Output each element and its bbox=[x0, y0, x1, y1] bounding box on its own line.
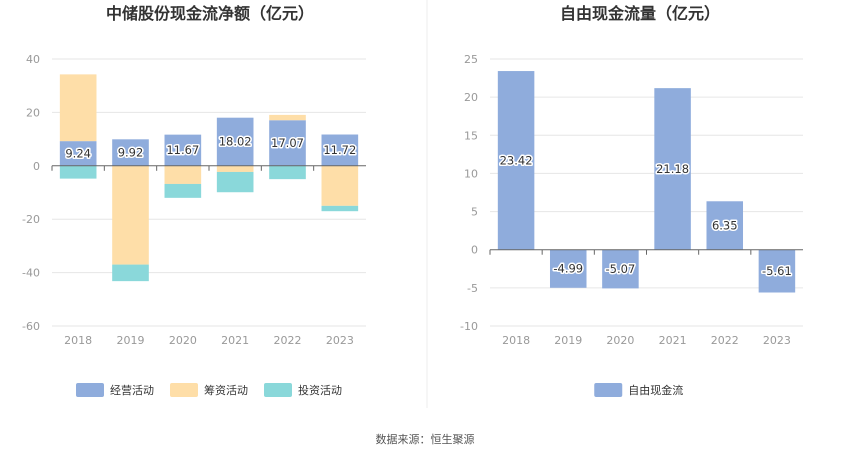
data-label: 11.72 bbox=[323, 143, 356, 157]
y-tick-label: 0 bbox=[471, 244, 478, 257]
legend-swatch bbox=[76, 383, 104, 397]
bar-investing[interactable] bbox=[269, 165, 306, 180]
bar-free-cash-flow[interactable] bbox=[497, 71, 535, 250]
bar-free-cash-flow[interactable] bbox=[654, 88, 691, 250]
x-tick-label: 2020 bbox=[606, 334, 634, 347]
free-cash-flow-chart: 自由现金流量（亿元） 25 20 15 10 5 0 -5 -10 23.42 -4.99 -5.07… bbox=[460, 4, 803, 397]
x-tick-label: 2018 bbox=[64, 334, 92, 347]
y-tick-label: -60 bbox=[22, 320, 40, 333]
y-tick-label: 25 bbox=[464, 53, 478, 66]
bar-operating[interactable] bbox=[112, 139, 149, 166]
bar-financing[interactable] bbox=[59, 74, 97, 142]
data-label: 18.02 bbox=[219, 135, 252, 149]
source-note: 数据来源：恒生聚源 bbox=[376, 432, 475, 446]
bar-free-cash-flow[interactable] bbox=[758, 249, 796, 293]
legend-label: 筹资活动 bbox=[204, 383, 248, 397]
x-tick-label: 2019 bbox=[554, 334, 582, 347]
bar-investing[interactable] bbox=[112, 264, 149, 282]
y-tick-label: 20 bbox=[26, 106, 40, 119]
bar-free-cash-flow[interactable] bbox=[602, 249, 639, 289]
bar-investing[interactable] bbox=[216, 171, 254, 193]
legend-swatch bbox=[264, 383, 292, 397]
y-tick-label: -10 bbox=[460, 320, 478, 333]
data-label: -4.99 bbox=[553, 262, 583, 276]
legend-label: 经营活动 bbox=[110, 383, 154, 397]
x-tick-label: 2023 bbox=[763, 334, 791, 347]
x-tick-label: 2022 bbox=[711, 334, 739, 347]
y-tick-label: -5 bbox=[467, 282, 478, 295]
data-label: 21.18 bbox=[656, 162, 689, 176]
bar-operating[interactable] bbox=[164, 134, 202, 166]
legend-item-financing[interactable]: 筹资活动 bbox=[170, 383, 248, 397]
x-tick-label: 2023 bbox=[326, 334, 354, 347]
bar-financing[interactable] bbox=[321, 165, 359, 206]
y-tick-label: 10 bbox=[464, 167, 478, 180]
x-tick-label: 2021 bbox=[221, 334, 249, 347]
data-label: 11.67 bbox=[166, 143, 199, 157]
legend-label: 投资活动 bbox=[298, 383, 342, 397]
bar-operating[interactable] bbox=[269, 120, 306, 166]
legend-item-investing[interactable]: 投资活动 bbox=[264, 383, 342, 397]
bar-financing[interactable] bbox=[269, 114, 306, 121]
y-tick-label: 15 bbox=[464, 129, 478, 142]
data-label: 9.24 bbox=[65, 146, 91, 160]
y-tick-label: 40 bbox=[26, 53, 40, 66]
chart-title: 中储股份现金流净额（亿元） bbox=[106, 4, 314, 23]
bar-operating[interactable] bbox=[216, 117, 254, 166]
y-tick-label: -40 bbox=[22, 267, 40, 280]
y-tick-label: 20 bbox=[464, 91, 478, 104]
y-tick-label: -20 bbox=[22, 213, 40, 226]
x-tick-label: 2022 bbox=[274, 334, 302, 347]
legend-swatch bbox=[594, 383, 623, 397]
x-tick-label: 2018 bbox=[502, 334, 530, 347]
bar-free-cash-flow[interactable] bbox=[549, 249, 587, 288]
bar-investing[interactable] bbox=[321, 205, 359, 212]
legend-item-free-cash-flow[interactable]: 自由现金流 bbox=[594, 383, 683, 397]
y-tick-label: 5 bbox=[471, 206, 478, 219]
x-tick-label: 2020 bbox=[169, 334, 197, 347]
bar-free-cash-flow[interactable] bbox=[706, 201, 744, 250]
bar-investing[interactable] bbox=[59, 165, 97, 179]
bar-financing[interactable] bbox=[112, 165, 149, 265]
bar-operating[interactable] bbox=[321, 134, 359, 166]
data-label: -5.61 bbox=[762, 264, 792, 278]
y-tick-label: 0 bbox=[33, 160, 40, 173]
legend-item-operating[interactable]: 经营活动 bbox=[76, 383, 154, 397]
data-label: -5.07 bbox=[606, 262, 636, 276]
bar-operating[interactable] bbox=[59, 141, 97, 166]
x-tick-label: 2021 bbox=[659, 334, 687, 347]
x-tick-label: 2019 bbox=[117, 334, 145, 347]
bar-financing[interactable] bbox=[216, 165, 254, 172]
chart-title: 自由现金流量（亿元） bbox=[560, 4, 720, 23]
data-label: 6.35 bbox=[712, 218, 738, 232]
data-label: 9.92 bbox=[118, 146, 144, 160]
legend-label: 自由现金流 bbox=[628, 383, 683, 397]
legend-swatch bbox=[170, 383, 198, 397]
bar-financing[interactable] bbox=[164, 165, 202, 184]
data-label: 23.42 bbox=[500, 153, 533, 167]
cash-flow-chart: 中储股份现金流净额（亿元） 40 20 0 -20 -40 -60 9.24 9.92 11.67… bbox=[22, 4, 366, 397]
bar-investing[interactable] bbox=[164, 183, 202, 198]
data-label: 17.07 bbox=[271, 136, 304, 150]
